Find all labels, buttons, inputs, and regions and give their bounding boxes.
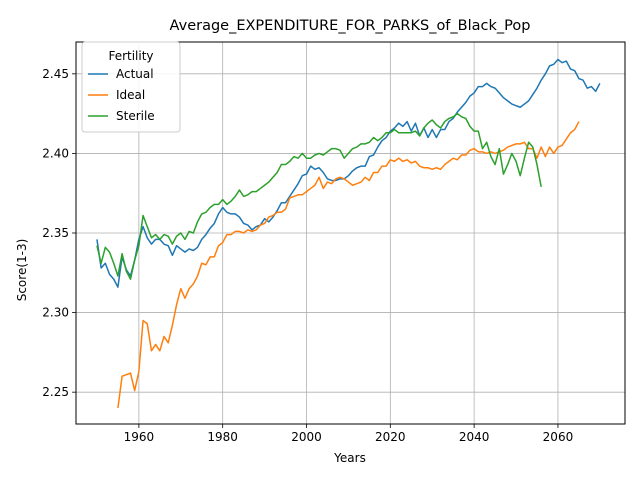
legend: Fertility Actual Ideal Sterile [81, 41, 181, 133]
chart-title: Average_EXPENDITURE_FOR_PARKS_of_Black_P… [170, 18, 531, 34]
y-tick-label: 2.45 [42, 67, 69, 81]
y-tick-label: 2.25 [42, 385, 69, 399]
legend-box [81, 41, 181, 133]
x-tick-label: 2000 [291, 430, 322, 444]
legend-label-actual: Actual [116, 67, 154, 81]
series-line-actual [96, 58, 601, 288]
x-axis-ticks: 1960 1980 2000 2020 2040 2060 [124, 424, 574, 444]
legend-label-sterile: Sterile [116, 109, 155, 123]
legend-label-ideal: Ideal [116, 88, 145, 102]
x-tick-label: 1960 [124, 430, 155, 444]
y-tick-label: 2.40 [42, 146, 69, 160]
y-axis-label: Score(1-3) [15, 239, 29, 302]
x-axis-label: Years [333, 451, 366, 465]
y-tick-label: 2.30 [42, 306, 69, 320]
legend-title: Fertility [108, 49, 153, 63]
x-tick-label: 2040 [459, 430, 490, 444]
x-tick-label: 2020 [375, 430, 406, 444]
y-tick-label: 2.35 [42, 226, 69, 240]
x-tick-label: 1980 [207, 430, 238, 444]
x-tick-label: 2060 [543, 430, 574, 444]
series-lines [96, 58, 601, 409]
grid [76, 42, 625, 424]
legend-entries: Actual Ideal Sterile [88, 67, 155, 123]
series-line-sterile [96, 112, 542, 280]
y-axis-ticks: 2.25 2.30 2.35 2.40 2.45 [42, 67, 76, 399]
series-line-ideal [117, 121, 580, 409]
